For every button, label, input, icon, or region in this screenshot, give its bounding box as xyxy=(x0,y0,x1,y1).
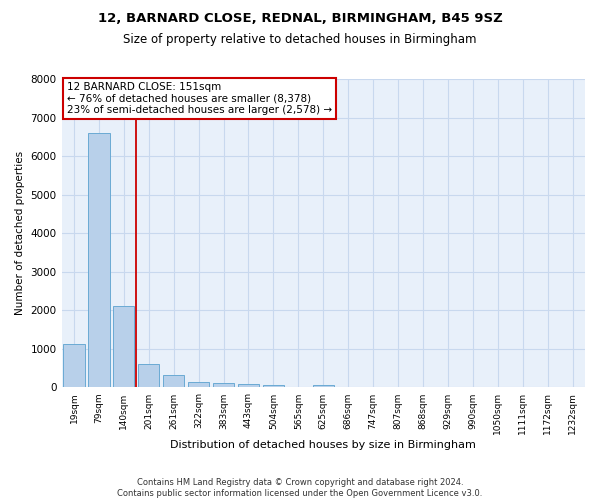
Bar xyxy=(113,306,134,388)
Y-axis label: Number of detached properties: Number of detached properties xyxy=(15,151,25,316)
Bar xyxy=(64,344,85,388)
Text: 12, BARNARD CLOSE, REDNAL, BIRMINGHAM, B45 9SZ: 12, BARNARD CLOSE, REDNAL, BIRMINGHAM, B… xyxy=(98,12,502,26)
Bar xyxy=(263,384,284,388)
Bar xyxy=(238,384,259,388)
X-axis label: Distribution of detached houses by size in Birmingham: Distribution of detached houses by size … xyxy=(170,440,476,450)
Bar xyxy=(313,384,334,388)
Bar xyxy=(163,375,184,388)
Text: Size of property relative to detached houses in Birmingham: Size of property relative to detached ho… xyxy=(123,32,477,46)
Bar xyxy=(213,383,234,388)
Bar xyxy=(138,364,160,388)
Text: Contains HM Land Registry data © Crown copyright and database right 2024.
Contai: Contains HM Land Registry data © Crown c… xyxy=(118,478,482,498)
Bar xyxy=(88,133,110,388)
Text: 12 BARNARD CLOSE: 151sqm
← 76% of detached houses are smaller (8,378)
23% of sem: 12 BARNARD CLOSE: 151sqm ← 76% of detach… xyxy=(67,82,332,116)
Bar xyxy=(188,382,209,388)
